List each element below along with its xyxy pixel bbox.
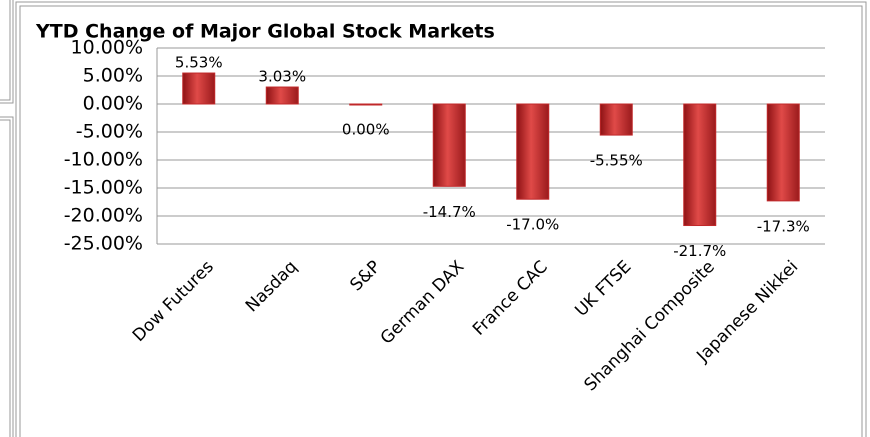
y-tick-label: -10.00% [64,149,143,171]
bar [432,103,466,187]
value-label: 5.53% [175,54,223,72]
bar [349,103,383,106]
value-label: -5.55% [590,152,643,170]
y-tick-label: -20.00% [64,205,143,227]
y-tick-label: 0.00% [83,93,143,115]
y-tick-label: -25.00% [64,233,143,255]
chart-title: YTD Change of Major Global Stock Markets [35,21,495,43]
bar [683,103,717,227]
value-label: 0.00% [342,121,390,139]
value-label: -17.0% [506,216,559,234]
y-tick-label: 5.00% [83,65,143,87]
y-tick-label: 10.00% [71,37,143,59]
side-panel-frame [0,0,14,104]
chart-frame [15,1,867,437]
bar [182,72,216,105]
value-label: -21.7% [673,242,726,260]
y-tick-label: -15.00% [64,177,143,199]
bar [599,103,633,136]
side-panel-frame [0,116,14,437]
chart-frame [19,5,863,437]
bar [766,103,800,202]
y-tick-label: -5.00% [76,121,143,143]
bar [516,103,550,200]
value-label: -17.3% [757,217,810,235]
value-label: -14.7% [423,203,476,221]
bar [265,86,299,105]
value-label: 3.03% [258,68,306,86]
